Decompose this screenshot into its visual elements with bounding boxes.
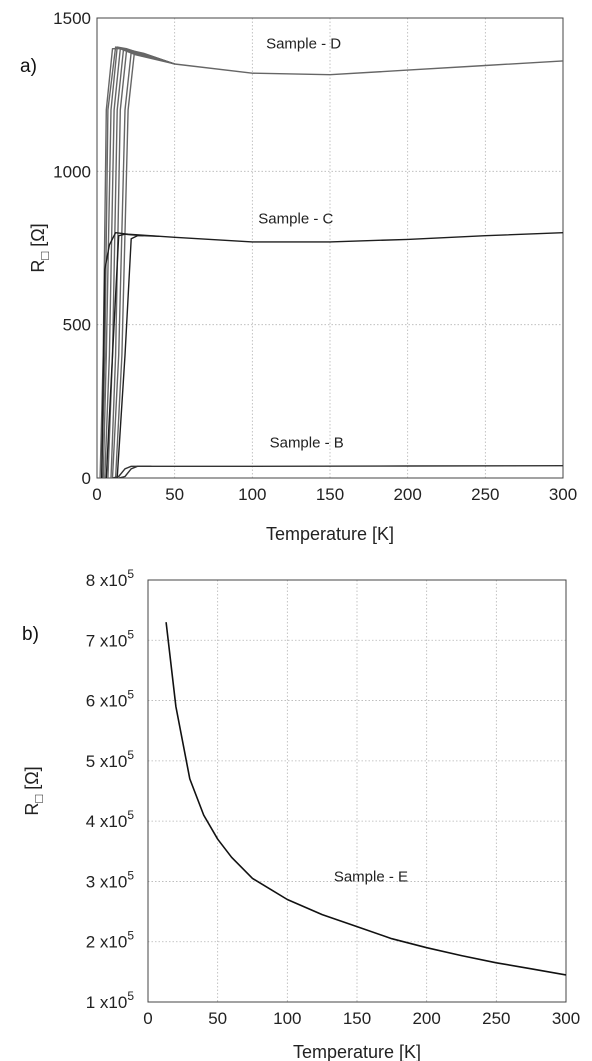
x-tick-label: 150 <box>316 485 344 504</box>
y-tick-label: 3 x105 <box>86 868 135 891</box>
series-line-d-8 <box>114 52 175 478</box>
y-tick-label: 1000 <box>53 162 91 181</box>
panel-label: b) <box>22 624 39 645</box>
series-group <box>99 46 563 478</box>
y-tick-label: 7 x105 <box>86 627 135 650</box>
x-tick-label: 200 <box>393 485 421 504</box>
x-axis-label: Temperature [K] <box>293 1042 421 1061</box>
y-tick-label: 1500 <box>53 9 91 28</box>
y-tick-label: 5 x105 <box>86 748 135 771</box>
series-line-e-1 <box>165 622 566 976</box>
panel-label: a) <box>20 56 37 77</box>
y-tick-label: 4 x105 <box>86 808 135 831</box>
x-tick-label: 0 <box>143 1009 152 1028</box>
x-tick-label: 100 <box>238 485 266 504</box>
series-line-c-11 <box>116 234 160 478</box>
y-tick-label: 500 <box>63 316 91 335</box>
series-line-b-13 <box>118 465 152 478</box>
annotation-label-3: Sample - B <box>270 434 344 451</box>
y-axis-label: R□ [Ω] <box>22 766 46 815</box>
chart-panel-1: 0 50 100 150 200 250 300 0 500 1000 1500 Temperatur… <box>20 9 577 544</box>
x-tick-label: 250 <box>482 1009 510 1028</box>
series-line-d-7 <box>111 51 175 478</box>
x-tick-label: 50 <box>165 485 184 504</box>
series-line-c-9 <box>101 231 563 478</box>
series-line-d-1 <box>99 48 563 478</box>
x-tick-label: 250 <box>471 485 499 504</box>
y-tick-label: 6 x105 <box>86 688 135 711</box>
x-tick-label: 200 <box>412 1009 440 1028</box>
x-tick-label: 100 <box>273 1009 301 1028</box>
annotation-label-2: Sample - C <box>258 210 333 227</box>
y-tick-label: 0 <box>82 469 91 488</box>
x-tick-label: 150 <box>343 1009 371 1028</box>
chart-panel-2: 0 50 100 150 200 250 300 1 x105 2 x105 3 x105 4 x1… <box>22 567 580 1061</box>
y-tick-label: 2 x105 <box>86 929 135 952</box>
plot-frame <box>96 17 564 479</box>
x-axis-label: Temperature [K] <box>266 524 394 544</box>
x-tick-label: 300 <box>552 1009 580 1028</box>
series-line-c-10 <box>105 233 144 478</box>
y-axis-label: R□ [Ω] <box>28 223 52 272</box>
x-tick-label: 300 <box>549 485 577 504</box>
annotation-label-1: Sample - D <box>266 36 341 53</box>
y-tick-label: 8 x105 <box>86 567 135 590</box>
series-line-d-2 <box>101 46 175 478</box>
series-line-b-12 <box>112 465 563 478</box>
x-tick-label: 50 <box>208 1009 227 1028</box>
series-group <box>165 622 566 976</box>
plot-frame <box>147 579 567 1003</box>
y-tick-label: 1 x105 <box>86 989 135 1012</box>
x-tick-label: 0 <box>92 485 101 504</box>
annotation-label-1: Sample - E <box>334 868 408 885</box>
